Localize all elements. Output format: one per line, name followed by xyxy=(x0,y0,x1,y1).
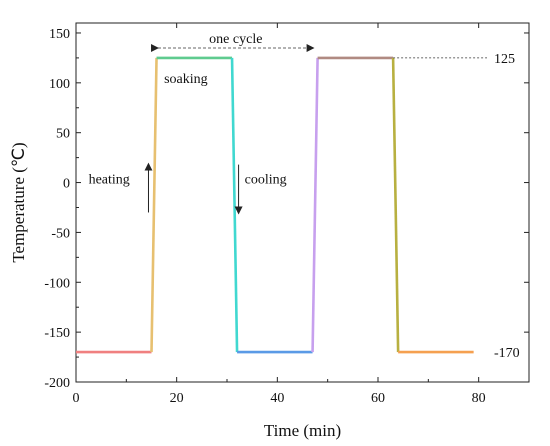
x-axis-title: Time (min) xyxy=(264,421,341,440)
value-label-125: 125 xyxy=(494,52,515,67)
x-tick-label: 80 xyxy=(472,391,486,406)
y-tick-label: 150 xyxy=(49,27,70,42)
cooling-label: cooling xyxy=(245,173,287,188)
y-tick-label: -100 xyxy=(44,276,70,291)
series-segment-4 xyxy=(230,57,239,353)
soaking-label: soaking xyxy=(164,72,208,87)
plot-frame xyxy=(75,22,530,383)
one-cycle-label: one cycle xyxy=(209,32,262,47)
y-tick-label: -150 xyxy=(44,326,70,341)
y-tick-label: 0 xyxy=(63,177,70,192)
heating-label: heating xyxy=(89,173,130,188)
y-axis-title: Temperature (℃) xyxy=(9,142,28,262)
series-segment-8 xyxy=(391,57,400,353)
value-label-minus-170: -170 xyxy=(494,346,520,361)
y-tick-label: -200 xyxy=(44,376,70,391)
x-tick-label: 60 xyxy=(371,391,385,406)
y-tick-label: 50 xyxy=(56,127,70,142)
y-tick-label: 100 xyxy=(49,77,70,92)
x-tick-label: 40 xyxy=(270,391,284,406)
x-tick-label: 20 xyxy=(170,391,184,406)
x-tick-label: 0 xyxy=(73,391,80,406)
y-tick-label: -50 xyxy=(51,226,70,241)
series-segment-6 xyxy=(311,57,319,353)
series-segment-2 xyxy=(150,57,158,353)
